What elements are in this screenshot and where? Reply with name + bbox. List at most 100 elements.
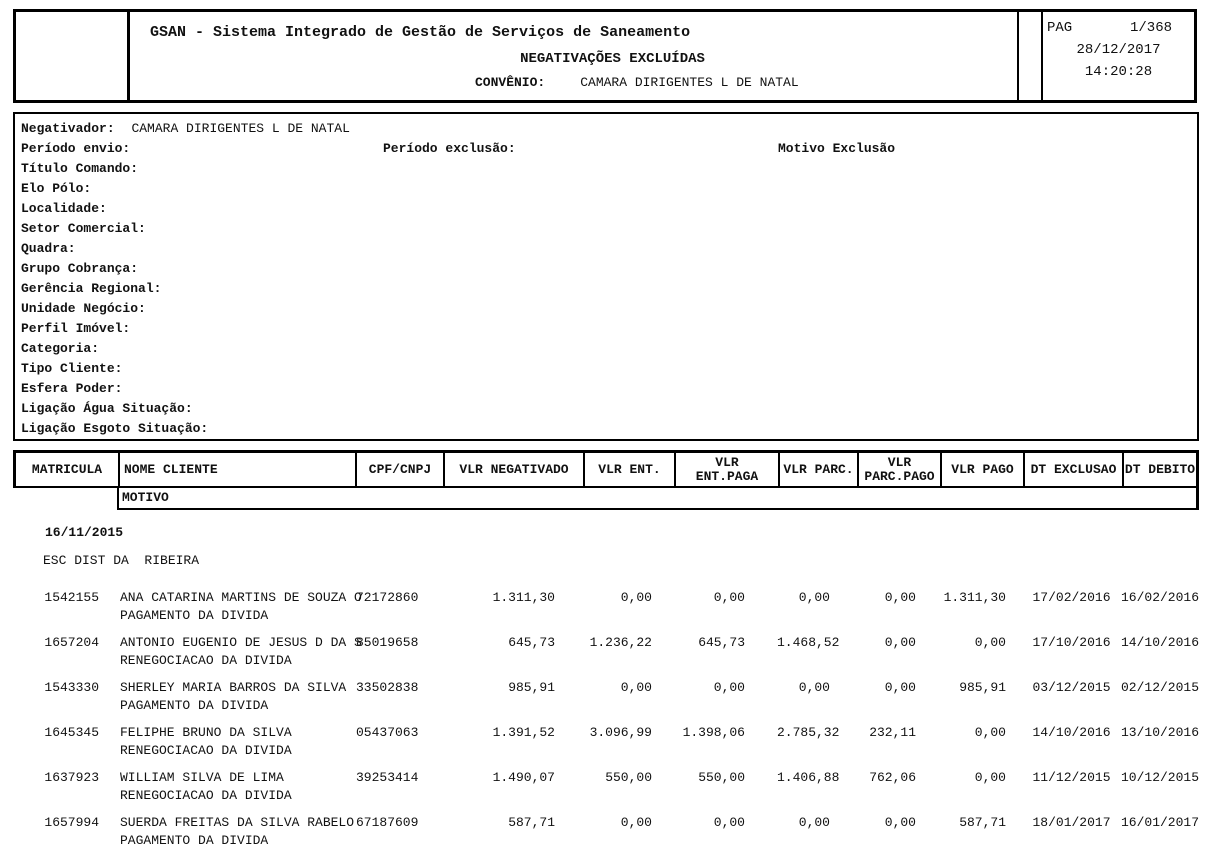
cell-cpf-cnpj: 05437063	[356, 725, 419, 740]
filter-label: Ligação Esgoto Situação:	[21, 421, 209, 436]
column-header: NOME CLIENTE	[120, 453, 357, 486]
client-main-line: 1637923 WILLIAM SILVA DE LIMA 39253414 1…	[13, 769, 1199, 787]
cell-motivo: RENEGOCIACAO DA DIVIDA	[120, 788, 292, 803]
cell-vlr-parc: 0,00	[798, 680, 830, 695]
column-header: CPF/CNPJ	[357, 453, 445, 486]
negativador-label: Negativador:	[21, 121, 115, 136]
client-row: 1543330 SHERLEY MARIA BARROS DA SILVA 33…	[13, 679, 1199, 715]
filter-row: Tipo Cliente:	[21, 359, 1197, 379]
filter-row: Setor Comercial:	[21, 219, 1197, 239]
cell-vlr-ent-paga: 0,00	[713, 680, 745, 695]
group-date: 16/11/2015	[45, 525, 124, 540]
cell-nome-cliente: ANTONIO EUGENIO DE JESUS D DA S	[120, 635, 362, 650]
filter-label: Tipo Cliente:	[21, 361, 123, 376]
page-number: 1/368	[1129, 20, 1172, 36]
cell-vlr-parc: 0,00	[798, 590, 830, 605]
cell-vlr-ent-paga: 645,73	[698, 635, 745, 650]
client-main-line: 1657204 ANTONIO EUGENIO DE JESUS D DA S …	[13, 634, 1199, 652]
filter-label: Setor Comercial:	[21, 221, 146, 236]
filter-row: Título Comando:	[21, 159, 1197, 179]
cell-vlr-ent: 0,00	[620, 590, 652, 605]
negativador-value: CAMARA DIRIGENTES L DE NATAL	[131, 121, 350, 136]
cell-vlr-negativado: 645,73	[508, 635, 555, 650]
client-main-line: 1657994 SUERDA FREITAS DA SILVA RABELO 6…	[13, 814, 1199, 832]
report-date: 28/12/2017	[1076, 42, 1161, 58]
filter-label: Esfera Poder:	[21, 381, 123, 396]
cell-vlr-ent: 1.236,22	[589, 635, 652, 650]
page-line: PAG 1/368	[1043, 18, 1194, 38]
cell-vlr-pago: 0,00	[974, 725, 1006, 740]
motivo-indent	[13, 697, 117, 715]
client-rows: 1542155 ANA CATARINA MARTINS DE SOUZA O …	[13, 589, 1199, 850]
column-header: VLR PARC.PAGO	[859, 453, 942, 486]
filter-row: Categoria:	[21, 339, 1197, 359]
cell-vlr-parc: 0,00	[798, 815, 830, 830]
client-motivo-line: RENEGOCIACAO DA DIVIDA	[13, 652, 1199, 670]
column-header: VLR NEGATIVADO	[445, 453, 585, 486]
report-header: GSAN - Sistema Integrado de Gestão de Se…	[13, 9, 1197, 103]
client-row: 1645345 FELIPHE BRUNO DA SILVA 05437063 …	[13, 724, 1199, 760]
cell-nome-cliente: ANA CATARINA MARTINS DE SOUZA O	[120, 590, 362, 605]
cell-vlr-parc-pago: 0,00	[884, 815, 916, 830]
column-header: VLR PARC.	[780, 453, 859, 486]
cell-vlr-parc-pago: 762,06	[869, 770, 916, 785]
cell-matricula: 1657994	[44, 815, 99, 830]
filter-label: Ligação Água Situação:	[21, 401, 193, 416]
report-time: 14:20:28	[1084, 64, 1153, 80]
column-header: VLR ENT.	[585, 453, 676, 486]
column-header: MATRICULA	[16, 453, 120, 486]
cell-dt-debito: 10/12/2015	[1121, 770, 1200, 785]
cell-matricula: 1657204	[44, 635, 99, 650]
filter-row: Grupo Cobrança:	[21, 259, 1197, 279]
client-motivo-line: PAGAMENTO DA DIVIDA	[13, 607, 1199, 625]
cell-vlr-parc: 1.468,52	[777, 635, 840, 650]
cell-dt-exclusao: 17/02/2016	[1032, 590, 1111, 605]
cell-cpf-cnpj: 39253414	[356, 770, 419, 785]
convenio-label: CONVÊNIO:	[475, 75, 546, 90]
motivo-indent	[13, 742, 117, 760]
filter-label: Categoria:	[21, 341, 100, 356]
table-body: 16/11/2015 ESC DIST DA RIBEIRA 1542155 A…	[13, 510, 1199, 859]
motivo-indent	[13, 652, 117, 670]
header-spacer-cell	[1019, 12, 1043, 100]
motivo-exclusao-label: Motivo Exclusão	[778, 141, 896, 156]
filter-row: Elo Pólo:	[21, 179, 1197, 199]
cell-nome-cliente: WILLIAM SILVA DE LIMA	[120, 770, 284, 785]
cell-matricula: 1637923	[44, 770, 99, 785]
cell-matricula: 1543330	[44, 680, 99, 695]
header-title-cell: GSAN - Sistema Integrado de Gestão de Se…	[130, 12, 1019, 100]
periodo-envio-label: Período envio:	[21, 141, 131, 156]
client-motivo-line: PAGAMENTO DA DIVIDA	[13, 697, 1199, 715]
cell-vlr-parc-pago: 232,11	[869, 725, 916, 740]
cell-vlr-pago: 587,71	[959, 815, 1006, 830]
motivo-indent	[13, 832, 117, 850]
filter-label: Grupo Cobrança:	[21, 261, 139, 276]
cell-vlr-ent: 550,00	[605, 770, 652, 785]
filter-label: Localidade:	[21, 201, 107, 216]
periodo-exclusao-label: Período exclusão:	[383, 141, 516, 156]
cell-dt-exclusao: 03/12/2015	[1032, 680, 1111, 695]
cell-vlr-pago: 985,91	[959, 680, 1006, 695]
cell-dt-exclusao: 17/10/2016	[1032, 635, 1111, 650]
client-row: 1637923 WILLIAM SILVA DE LIMA 39253414 1…	[13, 769, 1199, 805]
cell-dt-exclusao: 14/10/2016	[1032, 725, 1111, 740]
cell-vlr-pago: 0,00	[974, 770, 1006, 785]
filter-label: Gerência Regional:	[21, 281, 162, 296]
cell-cpf-cnpj: 33502838	[356, 680, 419, 695]
motivo-indent	[13, 787, 117, 805]
cell-cpf-cnpj: 72172860	[356, 590, 419, 605]
cell-vlr-ent-paga: 0,00	[713, 815, 745, 830]
column-header: DT DEBITO	[1124, 461, 1196, 477]
cell-vlr-negativado: 587,71	[508, 815, 555, 830]
client-motivo-line: RENEGOCIACAO DA DIVIDA	[13, 787, 1199, 805]
pag-label: PAG	[1047, 20, 1073, 36]
filter-row: Perfil Imóvel:	[21, 319, 1197, 339]
report-title: GSAN - Sistema Integrado de Gestão de Se…	[150, 24, 691, 41]
client-main-line: 1645345 FELIPHE BRUNO DA SILVA 05437063 …	[13, 724, 1199, 742]
page-info-box: PAG 1/368 28/12/2017 14:20:28	[1043, 12, 1194, 100]
filter-label: Quadra:	[21, 241, 76, 256]
filter-row: Ligação Esgoto Situação:	[21, 419, 1197, 439]
motivo-indent	[13, 607, 117, 625]
cell-nome-cliente: SUERDA FREITAS DA SILVA RABELO	[120, 815, 355, 830]
